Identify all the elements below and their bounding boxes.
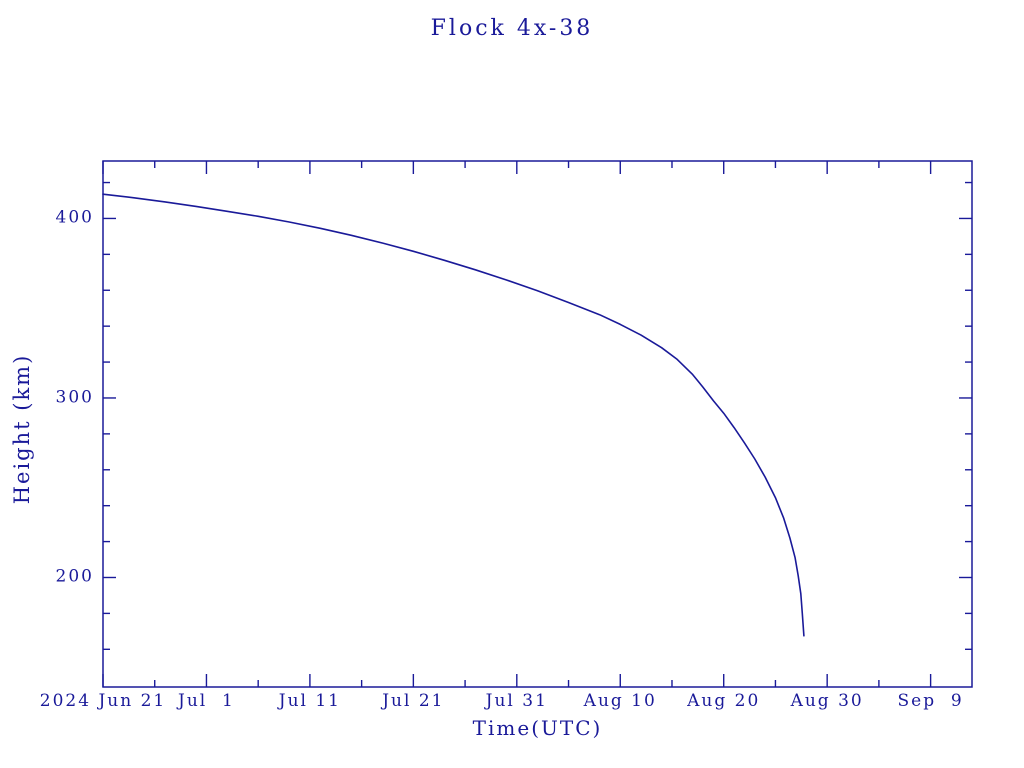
y-axis-title: Height (km) (10, 353, 34, 505)
chart-title: Flock 4x-38 (430, 16, 594, 41)
x-tick-label: Jul 1 (178, 691, 235, 711)
axis-ticks (102, 161, 972, 687)
x-tick-label: Aug 10 (583, 691, 657, 711)
x-tick-label: Aug 30 (790, 691, 864, 711)
height-curve (102, 193, 805, 637)
x-tick-label: Sep 9 (897, 691, 964, 711)
x-axis-title: Time(UTC) (472, 716, 603, 740)
x-tick-label: 2024 Jun 21 (39, 691, 167, 711)
x-tick-label: Jul 11 (278, 691, 342, 711)
x-tick-label: Jul 31 (485, 691, 548, 711)
y-tick-label: 300 (55, 387, 94, 408)
x-tick-label: Jul 21 (382, 691, 445, 711)
plot-frame (102, 160, 973, 688)
y-tick-label: 400 (55, 207, 94, 228)
x-tick-label: Aug 20 (687, 691, 761, 711)
y-tick-label: 200 (55, 566, 94, 587)
